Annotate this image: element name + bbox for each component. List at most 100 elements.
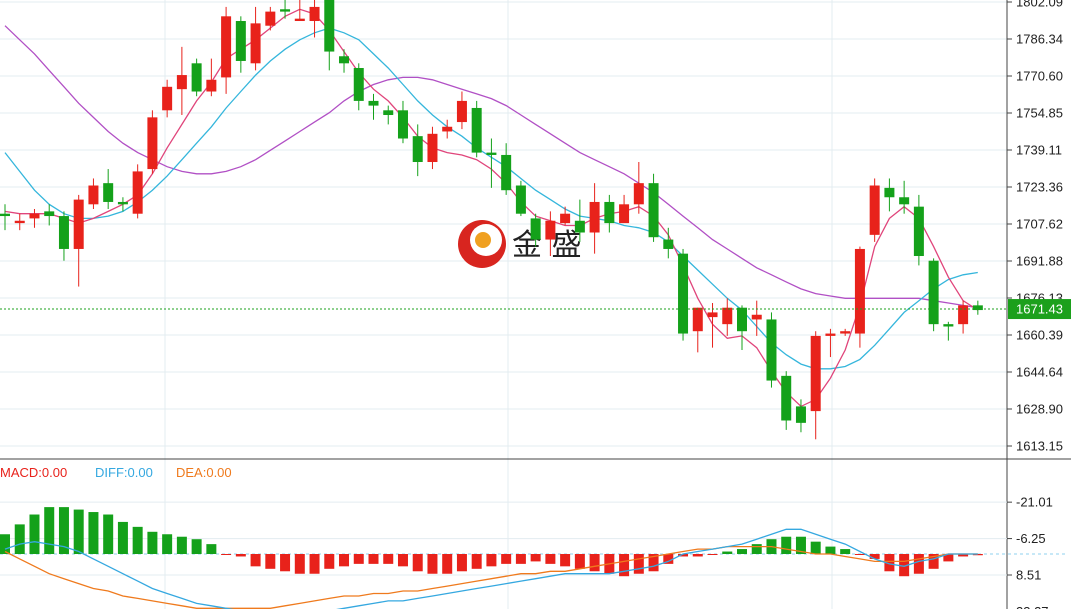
candle-body [574,220,585,233]
macd-bar [117,521,128,554]
candle-body [589,201,600,233]
candle [397,100,408,144]
candle [913,194,924,266]
candle-body [913,206,924,257]
macd-bar [854,554,865,555]
candle-body [471,107,482,153]
candle [899,180,910,214]
candle [103,169,114,210]
candle-body [412,136,423,163]
candle [678,248,689,341]
candle [324,0,335,71]
macd-bar [412,554,423,572]
macd-bar [132,526,143,554]
candle [309,0,320,38]
candle-body [250,23,261,64]
macd-bar [899,554,910,577]
candle [162,79,173,118]
candle [943,321,954,341]
macd-bar [397,554,408,567]
candle [781,371,792,430]
candle-body [162,86,173,111]
candle [58,211,69,261]
macd-bar [913,554,924,574]
macd-bar [265,554,276,569]
price-tick-label: 1802.09 [1016,0,1063,10]
candle [574,199,585,242]
price-grid [0,0,1007,609]
candle-body [221,16,232,78]
candle-body [117,201,128,205]
macd-tick-label: 23.27 [1016,604,1049,609]
candle [353,63,364,111]
candle-body [353,68,364,101]
candle [560,206,571,226]
candle-body [633,183,644,205]
candle-body [781,375,792,421]
candle-body [648,183,659,238]
candle-body [191,63,202,92]
candle-body [29,213,40,219]
macd-lines [4,528,978,609]
macd-bar [530,554,541,562]
candle-body [324,0,335,52]
macd-bar [427,554,438,574]
candle [486,138,497,188]
diff-label: DIFF:0.00 [95,465,153,480]
price-tick-label: 1739.11 [1016,143,1062,158]
candle-body [368,100,379,106]
macd-bar [560,554,571,567]
macd-bar [633,554,644,574]
candle-body [722,307,733,325]
macd-bar [44,507,55,554]
candle-body [456,100,467,123]
candle [869,178,880,242]
candle-body [884,187,895,198]
dea-line [4,545,978,609]
candle-body [427,133,438,163]
candle-body [619,204,630,224]
candle-body [810,335,821,412]
macd-bar [722,551,733,554]
candle [810,331,821,440]
price-axis: 1802.09 1786.34 1770.60 1754.85 1739.11 1723.… [1006,0,1071,609]
candle-body [854,248,865,334]
candle [707,303,718,348]
candle-body [339,56,350,64]
candle-body [766,319,777,381]
macd-bar [73,509,84,554]
price-tick-label: 1723.36 [1016,180,1063,195]
macd-bar [442,554,453,574]
price-tick-label: 1786.34 [1016,32,1063,47]
candle-body [383,110,394,116]
macd-axis: 23.27 8.51 -6.25 -21.01 [1007,495,1053,609]
current-price-label: 1671.43 [1016,302,1063,317]
candle [648,173,659,242]
macd-bar [501,554,512,564]
watermark-logo-coin [475,232,491,248]
macd-bar [795,536,806,554]
macd-bar [221,554,232,555]
macd-bar [619,554,630,577]
candle-body [73,199,84,249]
price-tick-label: 1660.39 [1016,327,1063,342]
candle-body [515,185,526,214]
candle-body [309,6,320,22]
candle [280,0,291,19]
candle-body [280,9,291,12]
candle [29,209,40,228]
candle-body [0,213,10,217]
candle-body [103,183,114,202]
macd-bar [840,549,851,554]
price-tick-label: 1691.88 [1016,253,1063,268]
macd-bar [751,544,762,554]
candle-body [442,126,453,132]
price-tick-label: 1644.64 [1016,365,1063,380]
candle [619,194,630,224]
candle [0,204,10,231]
candle [265,6,276,31]
candle [132,164,143,219]
macd-bar [368,554,379,564]
candle [44,204,55,226]
